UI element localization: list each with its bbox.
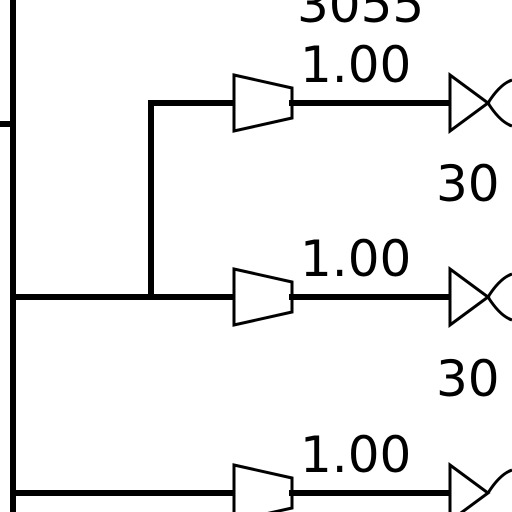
amplifier-icon (232, 267, 294, 327)
branch-tag-label: 30 (436, 350, 500, 408)
speaker-icon (448, 266, 512, 328)
branch-1: 1.00 30 (232, 36, 512, 213)
branch-value-label: 1.00 (300, 426, 411, 484)
speaker-icon (448, 462, 512, 512)
branch-value-label: 1.00 (300, 230, 411, 288)
branch-tag-label: 30 (436, 155, 500, 213)
branch-2: 1.00 30 (10, 230, 512, 408)
branch-3: 1.00 (10, 426, 512, 512)
amplifier-icon (232, 73, 294, 133)
amplifier-icon (232, 463, 294, 512)
branch-value-label: 1.00 (300, 36, 411, 94)
top-label: 3055 (297, 0, 424, 34)
speaker-icon (448, 72, 512, 134)
